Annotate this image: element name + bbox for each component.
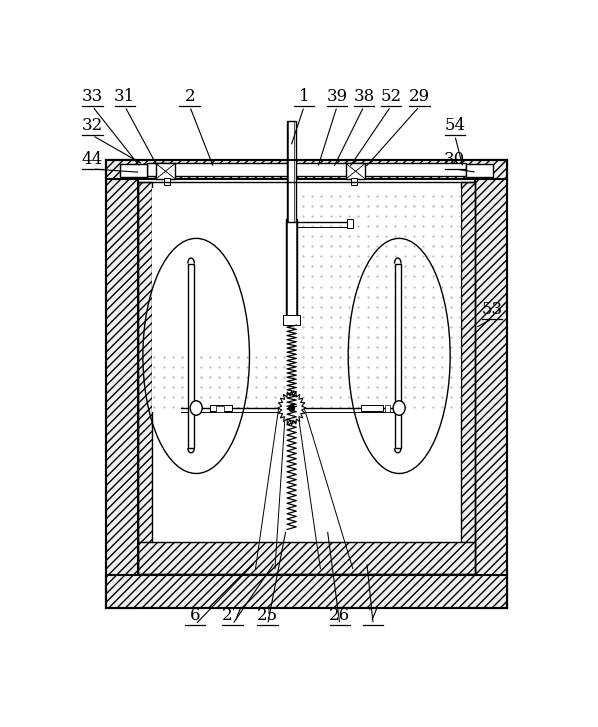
Circle shape — [393, 401, 405, 415]
Bar — [138, 542, 475, 574]
Text: 2: 2 — [184, 88, 195, 105]
Text: 53: 53 — [481, 301, 502, 318]
Text: 7: 7 — [368, 606, 379, 624]
Bar — [466, 164, 493, 177]
Bar — [106, 575, 507, 608]
Text: 32: 32 — [82, 117, 103, 134]
Bar — [286, 121, 296, 222]
Text: 26: 26 — [329, 606, 350, 624]
Bar — [156, 164, 175, 179]
Bar — [210, 405, 232, 411]
Circle shape — [289, 405, 294, 411]
Bar — [216, 406, 224, 412]
Bar — [395, 264, 401, 449]
Bar — [106, 160, 507, 179]
Bar — [283, 315, 300, 325]
Bar — [361, 405, 383, 411]
Bar — [106, 160, 138, 608]
Polygon shape — [277, 391, 306, 425]
Bar — [346, 164, 365, 179]
Text: 44: 44 — [82, 150, 103, 168]
Text: 39: 39 — [327, 88, 347, 105]
Text: 33: 33 — [82, 88, 103, 105]
Bar — [152, 188, 291, 350]
Circle shape — [190, 401, 202, 415]
Text: 54: 54 — [444, 117, 465, 134]
Bar — [147, 164, 466, 176]
Bar — [352, 178, 357, 185]
Text: 1: 1 — [299, 88, 310, 105]
Text: 30: 30 — [444, 150, 465, 168]
Text: 6: 6 — [190, 606, 200, 624]
Bar — [138, 182, 152, 574]
Text: 38: 38 — [353, 88, 374, 105]
Bar — [152, 188, 461, 412]
Bar — [286, 219, 297, 322]
Bar — [385, 405, 390, 412]
Bar — [475, 160, 507, 608]
Text: 31: 31 — [114, 88, 135, 105]
Bar — [347, 220, 353, 228]
Bar — [164, 178, 170, 185]
Text: 52: 52 — [380, 88, 401, 105]
Bar — [461, 182, 475, 574]
Text: 25: 25 — [257, 606, 278, 624]
Text: 27: 27 — [222, 606, 243, 624]
Text: 29: 29 — [409, 88, 430, 105]
Bar — [120, 164, 147, 177]
Bar — [188, 264, 194, 449]
